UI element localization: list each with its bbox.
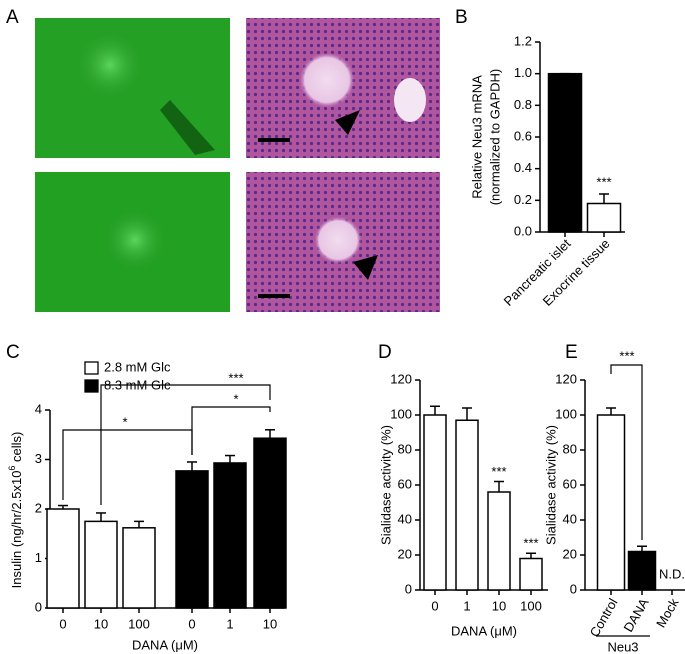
group-label: Neu3 bbox=[607, 639, 638, 654]
x-tick-label: Control bbox=[587, 596, 621, 640]
y-axis-label: Relative Neu3 mRNA bbox=[469, 75, 484, 199]
x-tick-label: 100 bbox=[520, 598, 542, 613]
legend-swatch bbox=[84, 361, 99, 375]
y-tick-label: 0 bbox=[35, 599, 42, 614]
image-panel bbox=[35, 18, 440, 312]
y-tick-label: 0.4 bbox=[514, 160, 532, 175]
y-tick-label: 120 bbox=[390, 371, 412, 386]
y-tick-label: 1.0 bbox=[514, 65, 532, 80]
x-tick-label: DANA bbox=[621, 595, 652, 634]
x-axis-label: DANA (μM) bbox=[132, 637, 198, 652]
bar bbox=[175, 470, 209, 609]
bar bbox=[213, 462, 247, 609]
y-tick-label: 40 bbox=[398, 511, 412, 526]
panel-letter: D bbox=[378, 342, 392, 363]
y-axis-label-part: cells) bbox=[9, 432, 24, 466]
x-tick-label: Exocrine tissue bbox=[540, 236, 613, 309]
x-tick-label: 1 bbox=[226, 616, 233, 631]
panel-letter: B bbox=[455, 7, 468, 28]
y-tick-label: 0.6 bbox=[514, 128, 532, 143]
annotation: N.D. bbox=[659, 566, 685, 581]
x-tick-label: 0 bbox=[431, 598, 438, 613]
legend-label: 2.8 mM Glc bbox=[104, 359, 171, 374]
bar bbox=[46, 508, 80, 609]
y-tick-label: 0.2 bbox=[514, 192, 532, 207]
annotation: * bbox=[233, 391, 238, 406]
x-tick-label: Mock bbox=[653, 595, 682, 630]
y-tick-label: 100 bbox=[390, 406, 412, 421]
y-tick-label: 60 bbox=[398, 476, 412, 491]
y-axis-label: Sialidase activity (%) bbox=[378, 425, 393, 545]
x-tick-label: 10 bbox=[263, 616, 277, 631]
legend-swatch bbox=[84, 379, 99, 393]
y-axis-label-part: 6 bbox=[7, 466, 17, 471]
y-axis-label: (normalized to GAPDH) bbox=[487, 69, 502, 206]
y-tick-label: 4 bbox=[35, 401, 42, 416]
x-tick-label: 0 bbox=[188, 616, 195, 631]
bar bbox=[84, 520, 118, 609]
significance-bracket bbox=[191, 406, 271, 455]
panel-letter: A bbox=[6, 7, 19, 28]
y-tick-label: 100 bbox=[555, 406, 577, 421]
y-tick-label: 0 bbox=[570, 581, 577, 596]
y-tick-label: 80 bbox=[398, 441, 412, 456]
y-tick-label: 20 bbox=[563, 546, 577, 561]
x-tick-label: 10 bbox=[94, 616, 108, 631]
annotation: *** bbox=[491, 464, 506, 479]
bar bbox=[547, 72, 583, 233]
y-axis-label-part: Insulin (ng/hr/2.5x10 bbox=[9, 471, 24, 589]
annotation: *** bbox=[619, 348, 634, 363]
bar bbox=[253, 437, 287, 609]
significance-bracket bbox=[62, 429, 193, 500]
annotation: * bbox=[122, 414, 127, 429]
y-tick-label: 1 bbox=[35, 550, 42, 565]
x-tick-label: 100 bbox=[128, 616, 150, 631]
panel-letter: E bbox=[565, 342, 578, 363]
significance-bracket bbox=[610, 364, 643, 540]
y-tick-label: 0.0 bbox=[514, 223, 532, 238]
bar bbox=[122, 527, 156, 609]
y-tick-label: 1.2 bbox=[514, 33, 532, 48]
annotation: *** bbox=[228, 370, 243, 385]
y-axis-label: Insulin (ng/hr/2.5x106 cells) bbox=[7, 432, 24, 589]
x-tick-label: Pancreatic islet bbox=[501, 236, 574, 309]
significance-bracket bbox=[100, 384, 271, 505]
bar bbox=[586, 202, 622, 233]
bar bbox=[519, 557, 543, 591]
y-tick-label: 0.8 bbox=[514, 97, 532, 112]
bar bbox=[487, 491, 511, 591]
bar bbox=[455, 419, 479, 591]
annotation: *** bbox=[596, 174, 611, 189]
y-tick-label: 40 bbox=[563, 511, 577, 526]
y-axis-label: Sialidase activity (%) bbox=[543, 425, 558, 545]
x-tick-label: 0 bbox=[59, 616, 66, 631]
bar bbox=[596, 414, 626, 591]
x-tick-label: 1 bbox=[463, 598, 470, 613]
x-tick-label: 10 bbox=[492, 598, 506, 613]
y-tick-label: 0 bbox=[405, 581, 412, 596]
annotation: *** bbox=[523, 536, 538, 551]
bar bbox=[423, 414, 447, 591]
panel-letter: C bbox=[6, 342, 20, 363]
bar bbox=[627, 550, 657, 591]
y-tick-label: 3 bbox=[35, 451, 42, 466]
y-tick-label: 20 bbox=[398, 546, 412, 561]
y-tick-label: 80 bbox=[563, 441, 577, 456]
x-axis-label: DANA (μM) bbox=[451, 623, 517, 638]
y-tick-label: 2 bbox=[35, 500, 42, 515]
y-tick-label: 60 bbox=[563, 476, 577, 491]
y-tick-label: 120 bbox=[555, 371, 577, 386]
